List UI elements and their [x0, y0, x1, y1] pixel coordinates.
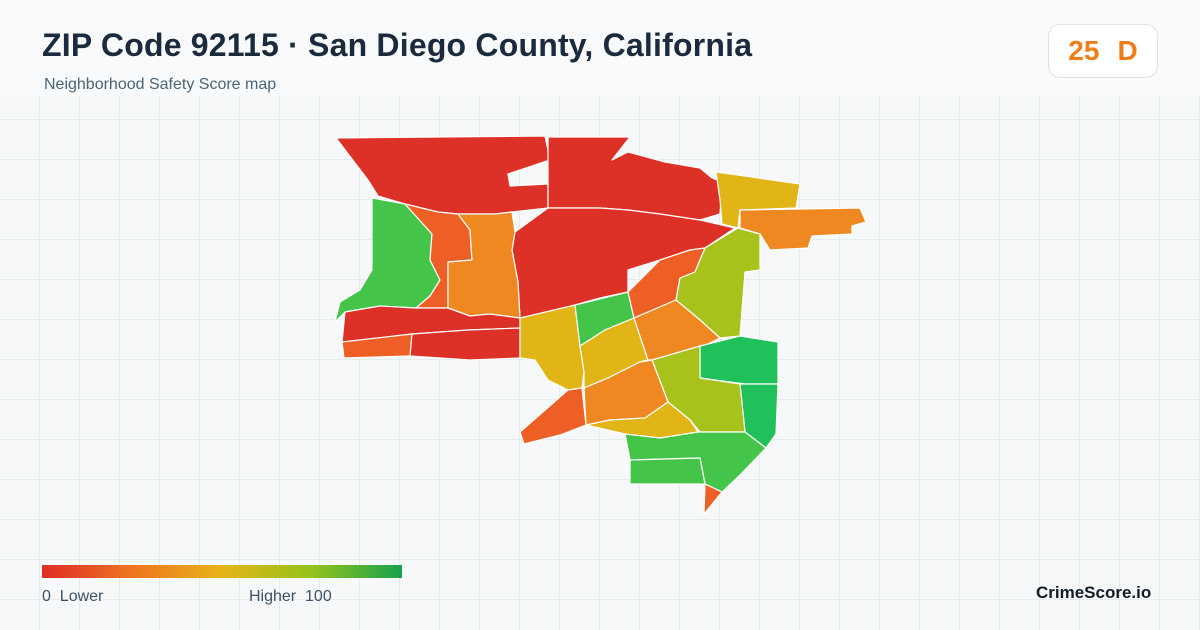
map-region[interactable]: [409, 327, 521, 361]
map-region[interactable]: [699, 335, 779, 385]
map-region[interactable]: [703, 483, 723, 515]
legend-min-value: 0: [42, 588, 51, 605]
legend-low-label: 0 Lower: [42, 588, 103, 606]
legend-lower-text: Lower: [59, 588, 104, 605]
legend-high-label: Higher 100: [249, 588, 332, 606]
score-badge: 25 D: [1048, 24, 1158, 78]
score-value: 25: [1068, 35, 1100, 66]
legend-gradient-bar: [42, 565, 402, 578]
brand-name[interactable]: CrimeScore.io: [1036, 583, 1152, 602]
page-subtitle: Neighborhood Safety Score map: [44, 76, 277, 93]
score-grade: D: [1117, 35, 1138, 66]
legend-higher-text: Higher: [249, 588, 297, 605]
map-region[interactable]: [519, 304, 585, 391]
page-title: ZIP Code 92115 · San Diego County, Calif…: [42, 27, 753, 63]
map-region[interactable]: [629, 457, 706, 485]
map-region[interactable]: [335, 135, 551, 215]
header-band: [0, 0, 1200, 96]
map-region[interactable]: [675, 227, 761, 339]
legend-max-value: 100: [305, 588, 332, 605]
map-region[interactable]: [519, 387, 587, 445]
